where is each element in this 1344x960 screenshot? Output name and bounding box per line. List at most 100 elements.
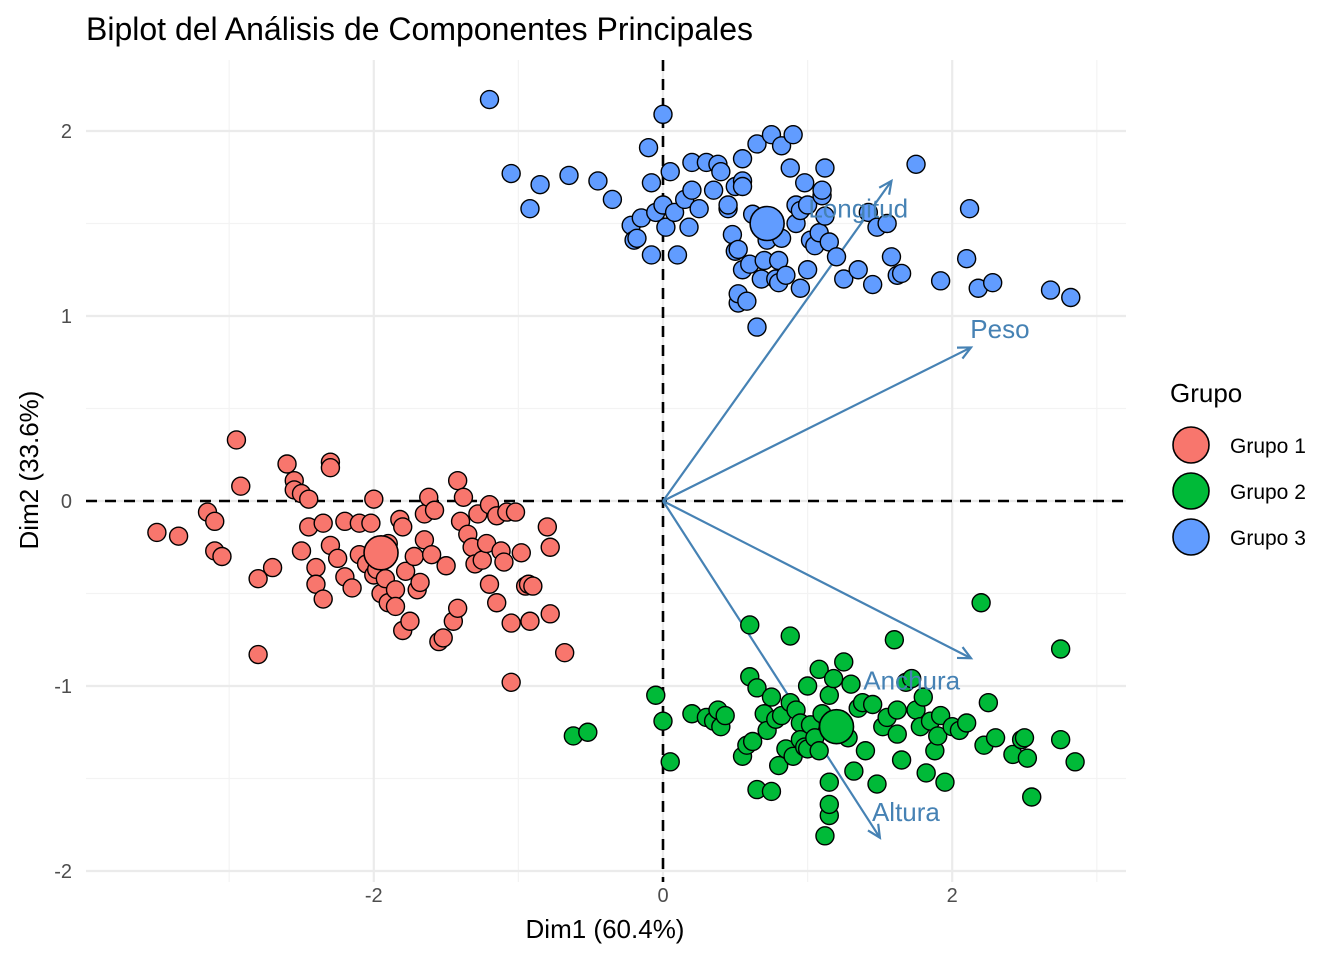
data-point <box>877 213 897 234</box>
x-tick-label: 0 <box>657 885 668 907</box>
data-point <box>554 643 575 663</box>
data-point <box>858 202 879 223</box>
data-point <box>494 552 514 572</box>
data-point <box>479 574 500 594</box>
data-point <box>711 161 731 182</box>
data-point <box>168 526 189 546</box>
data-point <box>453 487 474 507</box>
arrow-altura <box>662 500 881 839</box>
data-point <box>1050 729 1071 750</box>
data-point <box>472 550 492 570</box>
data-point <box>327 548 348 569</box>
data-point <box>732 149 753 169</box>
legend-label: Grupo 3 <box>1230 527 1306 550</box>
data-point <box>578 722 598 742</box>
data-point <box>361 513 381 533</box>
arrowhead-peso <box>956 346 974 360</box>
legend-title: Grupo <box>1170 378 1242 408</box>
data-point <box>747 678 767 698</box>
arrowhead-longitud <box>878 178 893 195</box>
arrow-longitud <box>662 180 893 502</box>
data-point <box>313 589 333 609</box>
data-point <box>479 89 500 110</box>
legend-label: Grupo 2 <box>1230 481 1306 504</box>
data-point <box>1017 748 1038 768</box>
y-tick-label: -2 <box>54 861 72 883</box>
data-point <box>262 557 283 578</box>
data-point <box>761 687 782 707</box>
data-point <box>656 217 676 237</box>
chart-title: Biplot del Análisis de Componentes Princ… <box>86 11 753 47</box>
data-point <box>902 668 922 689</box>
data-point <box>732 176 753 197</box>
data-point <box>385 580 406 600</box>
arrow-peso <box>662 346 972 502</box>
data-point <box>447 470 468 491</box>
data-point <box>812 180 832 200</box>
data-point <box>928 726 948 746</box>
data-point <box>809 741 829 761</box>
data-point <box>602 189 623 210</box>
variable-label-peso: Peso <box>970 314 1029 344</box>
data-point <box>393 517 413 537</box>
data-point <box>447 598 468 618</box>
data-point <box>682 180 702 200</box>
data-point <box>891 750 912 770</box>
centroid-grupo-1 <box>363 534 399 571</box>
data-point <box>881 247 902 267</box>
data-point <box>819 794 839 815</box>
data-point <box>887 700 907 720</box>
data-point <box>815 206 835 226</box>
data-point <box>819 772 839 792</box>
y-axis-title: Dim2 (33.6%) <box>14 391 44 550</box>
data-point <box>299 489 319 509</box>
data-point <box>956 713 977 733</box>
data-point <box>313 513 333 533</box>
data-point <box>780 158 800 178</box>
y-tick-label: 0 <box>61 491 72 513</box>
data-point <box>703 180 724 200</box>
data-point <box>277 454 297 474</box>
data-point <box>664 202 685 223</box>
data-point <box>809 659 829 680</box>
data-point <box>537 517 558 537</box>
x-axis-title: Dim1 (60.4%) <box>526 914 685 944</box>
variable-label-anchura: Anchura <box>863 665 960 695</box>
data-point <box>395 561 416 581</box>
arrow-anchura <box>662 500 972 660</box>
data-point <box>982 273 1003 293</box>
data-point <box>855 741 876 761</box>
data-point <box>559 165 579 186</box>
data-point <box>815 158 835 178</box>
data-point <box>421 544 442 565</box>
data-points <box>147 89 1085 846</box>
series-grupo-3 <box>479 89 1081 337</box>
data-point <box>862 694 883 715</box>
data-point <box>959 198 980 219</box>
data-point <box>667 245 688 265</box>
data-point <box>971 593 991 613</box>
variable-arrows <box>662 178 974 840</box>
data-point <box>342 578 362 598</box>
data-point <box>523 576 543 596</box>
data-point <box>761 781 782 802</box>
data-point <box>740 615 760 635</box>
variable-label-altura: Altura <box>872 797 940 827</box>
data-point <box>834 269 854 289</box>
data-point <box>1040 280 1061 300</box>
data-point <box>501 163 521 184</box>
data-point <box>737 291 757 311</box>
legend-key-grupo-3 <box>1172 518 1210 556</box>
data-point <box>797 260 818 280</box>
data-point <box>815 826 835 846</box>
data-point <box>689 198 709 219</box>
data-point <box>956 248 977 269</box>
series-grupo-1 <box>147 430 575 692</box>
data-point <box>742 731 763 752</box>
data-point <box>540 537 560 557</box>
legend-key-grupo-1 <box>1172 426 1210 464</box>
data-point <box>826 247 847 267</box>
axis-ticks: -2 0 2 -2 -1 0 1 2 <box>54 121 958 907</box>
data-point <box>1065 752 1085 772</box>
data-point <box>768 755 789 776</box>
